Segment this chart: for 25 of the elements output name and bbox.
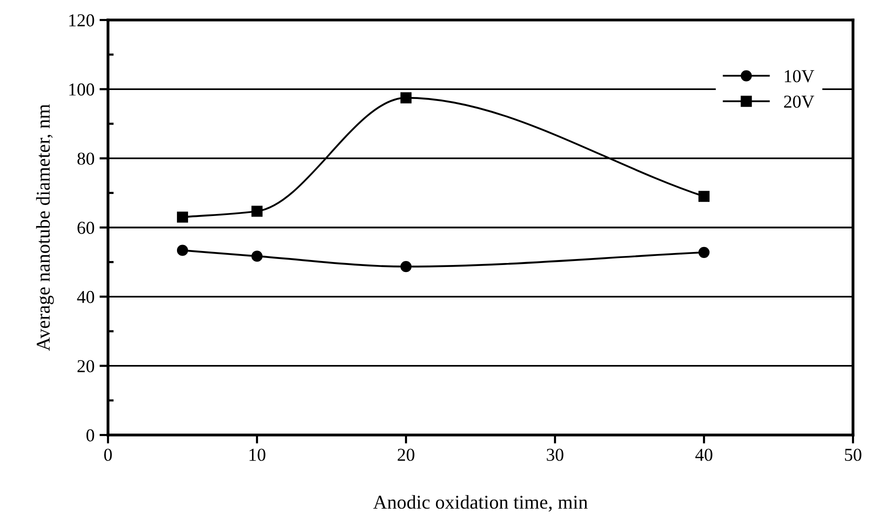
y-tick-label: 80 (77, 152, 94, 165)
point (400, 261, 412, 272)
x-tick-label: 10 (250, 448, 266, 461)
y-tick-label: 40 (77, 290, 94, 304)
y-tick-label: 20 (78, 360, 94, 372)
y-tick-label: 60 (78, 222, 94, 234)
y-axis-title: Average nanotube diameter, nm (36, 104, 54, 351)
x-tick-label: 0 (104, 448, 112, 461)
x-tick-label: 50 (845, 448, 862, 461)
point (698, 190, 710, 202)
y-tick-label: 100 (69, 83, 94, 96)
x-tick-label: 40 (695, 448, 712, 461)
x-tick-label: 30 (546, 448, 564, 461)
point (176, 244, 188, 256)
y-tick-label: 120 (69, 14, 94, 26)
point (698, 246, 710, 258)
point (251, 206, 263, 217)
legend-label: 20V (784, 96, 814, 108)
y-tick-label: 0 (86, 429, 94, 442)
point (251, 250, 263, 262)
legend-label: 10V (784, 70, 814, 82)
x-tick-label: 20 (398, 448, 414, 461)
x-axis-title: Anodic oxidation time, min (373, 495, 588, 512)
point (176, 212, 188, 223)
point (400, 92, 412, 104)
